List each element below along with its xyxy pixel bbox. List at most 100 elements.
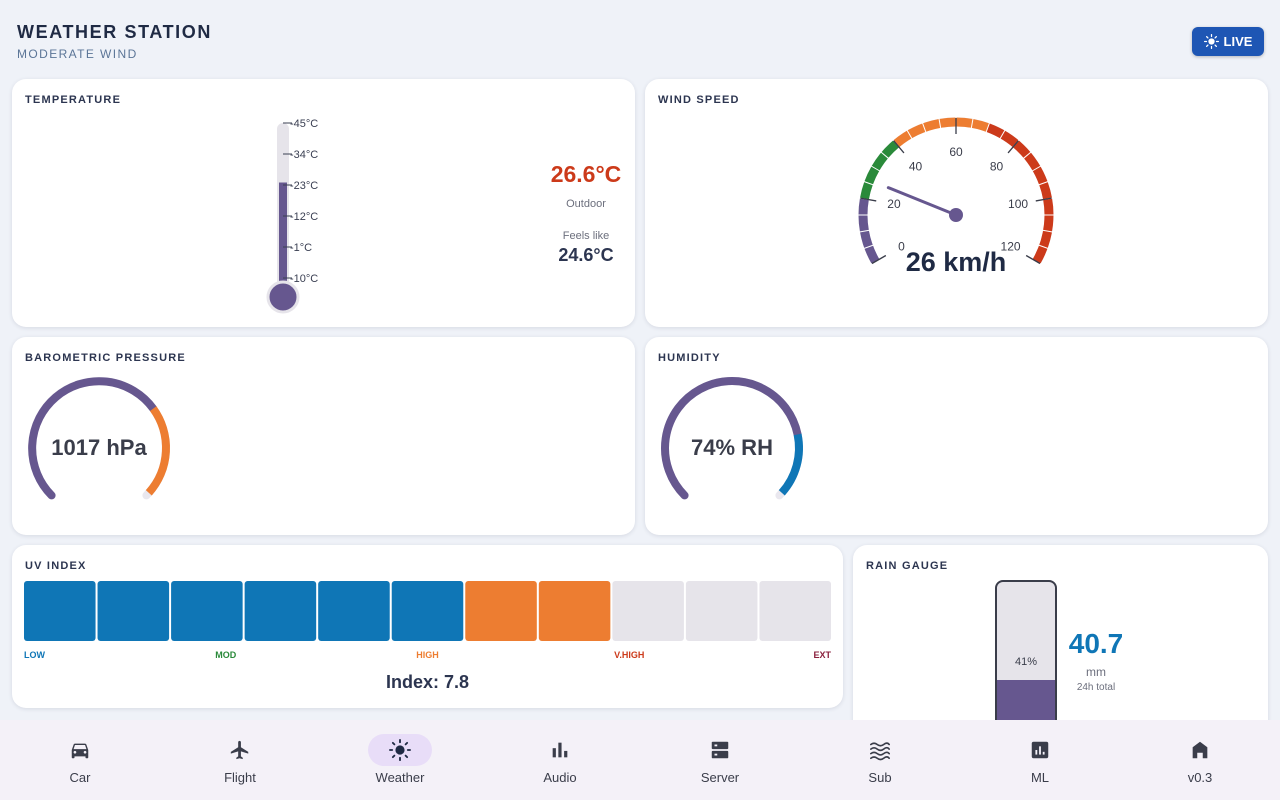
rain-percent: 41% (1014, 656, 1038, 668)
gauge-needle-hub (949, 208, 963, 222)
humidity-gauge (661, 377, 803, 500)
uv-segment (612, 581, 684, 641)
gauge-major-tick (1035, 197, 1052, 202)
pressure-gauge (28, 377, 170, 500)
nav-label: Sub (868, 770, 892, 785)
humidity-value: 74% RH (691, 435, 773, 460)
rain-tube: 41% (995, 580, 1057, 735)
gauge-major-tick (871, 254, 887, 265)
nav-icon-wrap (368, 734, 432, 766)
card-title: RAIN GAUGE (866, 560, 949, 572)
feels-like-label: Feels like (562, 230, 610, 242)
gauge-major-tick (860, 197, 877, 202)
gauge-tick-label: 120 (1001, 240, 1021, 254)
uv-segment (171, 581, 243, 641)
gauge-minor-tick (970, 118, 974, 129)
page-subtitle: MODERATE WIND (17, 47, 138, 61)
nav-item-version[interactable]: v0.3 (1120, 720, 1280, 800)
temperature-card: TEMPERATURE -45°C -34°C -23°C -12°C -1°C -10°… (12, 79, 635, 327)
page-title: WEATHER STATION (17, 22, 212, 42)
gauge-tick-label: 100 (1008, 197, 1028, 211)
thermometer-tick-label: -23°C (290, 180, 318, 192)
uv-segment (538, 581, 611, 641)
nav-label: Weather (375, 770, 425, 785)
nav-label: v0.3 (1187, 770, 1213, 785)
gauge-minor-tick (906, 129, 913, 140)
gauge-minor-tick (1023, 151, 1032, 159)
uv-segment (24, 581, 96, 641)
card-title: UV INDEX (25, 560, 87, 572)
nav-item-weather[interactable]: Weather (320, 720, 480, 800)
rain-unit: mm (1086, 665, 1106, 679)
gauge-major-tick (1025, 254, 1041, 265)
gauge-minor-tick (859, 229, 870, 233)
uv-scale-label: LOW (24, 650, 45, 660)
card-title: HUMIDITY (658, 352, 721, 364)
bottom-navigation: Car Flight Weather Audio (0, 720, 1280, 800)
gauge-major-tick (1007, 140, 1019, 154)
pressure-card: BAROMETRIC PRESSURE 1017 hPa (12, 337, 635, 535)
nav-icon-wrap (688, 734, 752, 766)
server-icon (711, 741, 729, 759)
gauge-tick-label: 40 (909, 160, 923, 174)
nav-item-sub[interactable]: Sub (800, 720, 960, 800)
nav-item-audio[interactable]: Audio (480, 720, 640, 800)
nav-item-ml[interactable]: ML (960, 720, 1120, 800)
nav-icon-wrap (48, 734, 112, 766)
thermometer-tick-label: -1°C (290, 242, 312, 254)
nav-icon-wrap (1168, 734, 1232, 766)
airplane-icon (230, 740, 249, 760)
rain-gauge-card: RAIN GAUGE 41% 40.7 mm 24h total (853, 545, 1268, 735)
uv-scale-label: HIGH (416, 650, 439, 660)
feels-like-value: 24.6°C (558, 245, 614, 265)
sun-icon (1203, 34, 1219, 49)
card-title: WIND SPEED (658, 94, 740, 106)
uv-scale-label: EXT (813, 650, 831, 660)
wind-speed-card: WIND SPEED 0 20 40 60 80 100 120 26 km/h (645, 79, 1268, 327)
live-label: LIVE (1223, 34, 1253, 49)
nav-label: Flight (224, 770, 256, 785)
uv-scale-labels: LOW MOD HIGH V.HIGH EXT (24, 650, 831, 664)
gauge-minor-tick (1038, 244, 1049, 249)
rain-readout: 40.7 mm 24h total (1063, 628, 1129, 693)
gauge-value-arc (661, 377, 802, 500)
temperature-label: Outdoor (566, 198, 606, 210)
sun-icon (389, 739, 411, 761)
nav-item-server[interactable]: Server (640, 720, 800, 800)
nav-label: Audio (543, 770, 577, 785)
nav-item-flight[interactable]: Flight (160, 720, 320, 800)
wind-speed-value: 26 km/h (905, 247, 1007, 277)
gauge-minor-tick (1038, 181, 1049, 186)
pressure-value: 1017 hPa (51, 435, 147, 460)
live-button[interactable]: LIVE (1192, 27, 1264, 56)
nav-item-car[interactable]: Car (0, 720, 160, 800)
rain-value: 40.7 (1068, 628, 1124, 659)
humidity-card: HUMIDITY 74% RH (645, 337, 1268, 535)
gauge-minor-tick (1031, 165, 1042, 172)
uv-segment (759, 581, 831, 641)
thermometer: -45°C -34°C -23°C -12°C -1°C -10°C (266, 118, 318, 314)
nav-icon-wrap (528, 734, 592, 766)
temperature-value: 26.6°C (550, 161, 622, 187)
gauge-minor-tick (1042, 229, 1053, 233)
gauge-tick-label: 20 (887, 197, 901, 211)
nav-icon-wrap (208, 734, 272, 766)
gauge-needle (886, 186, 958, 217)
gauge-tick-label: 0 (898, 240, 905, 254)
wind-speedometer: 0 20 40 60 80 100 120 (858, 117, 1054, 265)
uv-segment (391, 581, 464, 641)
thermometer-tick-label: -34°C (290, 149, 318, 161)
nav-label: ML (1030, 770, 1050, 785)
rain-total-label: 24h total (1076, 682, 1116, 693)
uv-index-value: Index: 7.8 (385, 672, 470, 692)
app-header: WEATHER STATION MODERATE WIND (17, 22, 212, 61)
gauge-minor-tick (880, 151, 889, 159)
uv-segment (465, 581, 537, 641)
gauge-minor-tick (922, 122, 927, 133)
gauge-end-arc (778, 433, 803, 496)
thermometer-tick-label: -10°C (290, 273, 318, 285)
nav-label: Car (69, 770, 91, 785)
uv-segment (97, 581, 170, 641)
uv-index-card: UV INDEX LOW MOD HIGH V.HIGH EXT Index: 7.8 (12, 545, 843, 708)
gauge-minor-tick (863, 181, 874, 186)
